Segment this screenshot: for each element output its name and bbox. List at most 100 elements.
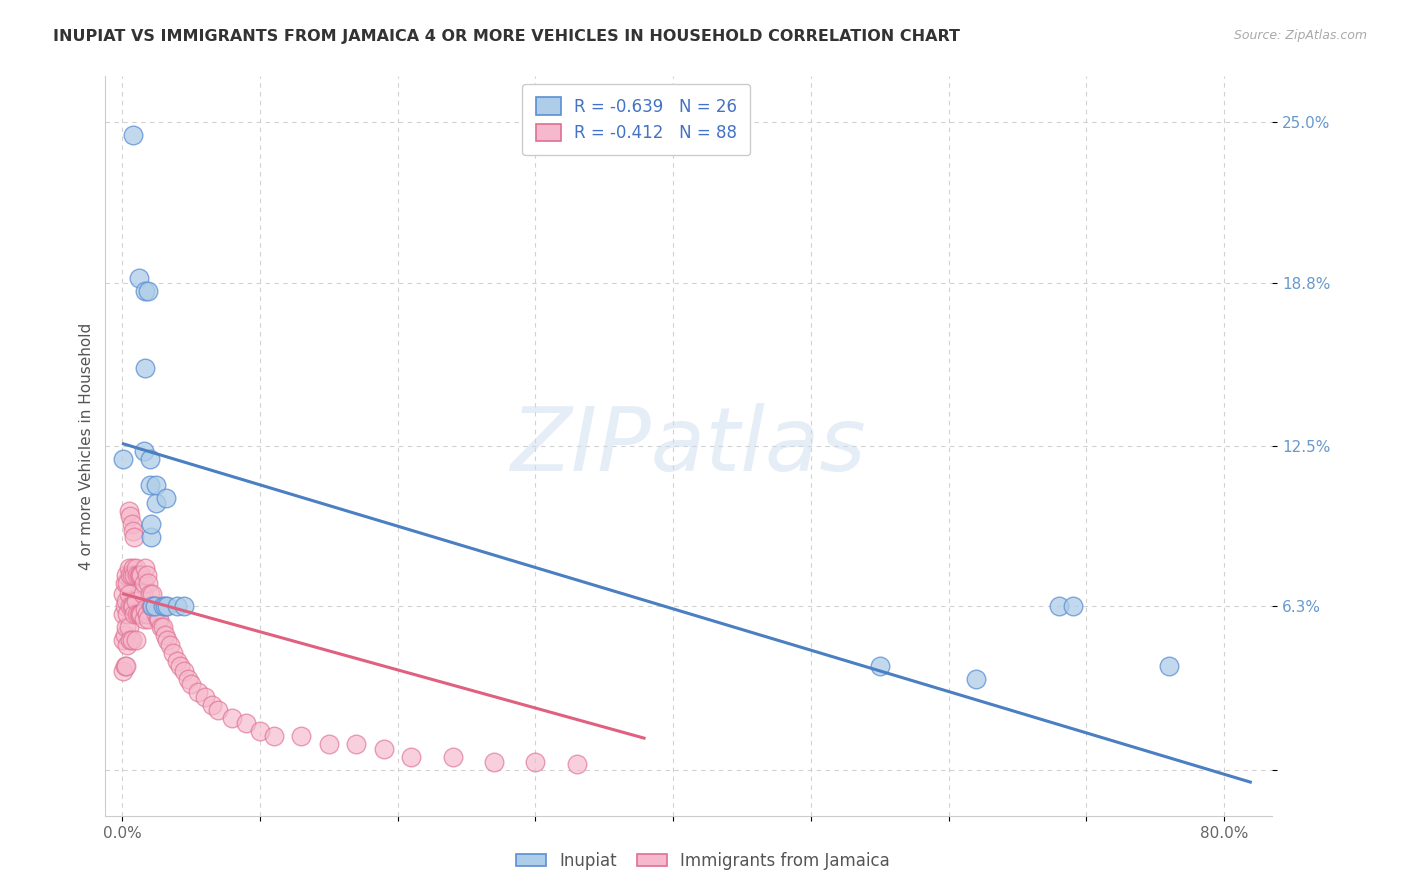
Point	[146, 612, 169, 626]
Point	[965, 672, 987, 686]
Point	[263, 729, 285, 743]
Point	[149, 620, 172, 634]
Point	[122, 560, 145, 574]
Point	[121, 516, 143, 531]
Point	[166, 599, 188, 614]
Point	[1062, 599, 1084, 614]
Point	[124, 607, 146, 622]
Point	[138, 478, 160, 492]
Point	[122, 128, 145, 143]
Point	[141, 586, 163, 600]
Point	[139, 516, 162, 531]
Point	[145, 478, 167, 492]
Point	[155, 491, 177, 505]
Point	[139, 530, 162, 544]
Text: Source: ZipAtlas.com: Source: ZipAtlas.com	[1233, 29, 1367, 42]
Point	[136, 284, 159, 298]
Point	[118, 504, 141, 518]
Point	[869, 659, 891, 673]
Point	[112, 452, 135, 467]
Point	[118, 586, 141, 600]
Point	[136, 612, 159, 626]
Point	[114, 576, 136, 591]
Point	[121, 633, 143, 648]
Point	[125, 633, 148, 648]
Point	[129, 568, 152, 582]
Point	[125, 560, 148, 574]
Point	[344, 737, 367, 751]
Point	[152, 620, 174, 634]
Point	[142, 599, 165, 614]
Point	[114, 628, 136, 642]
Point	[187, 685, 209, 699]
Point	[132, 444, 155, 458]
Point	[173, 599, 195, 614]
Point	[124, 568, 146, 582]
Point	[128, 607, 150, 622]
Point	[135, 568, 157, 582]
Point	[177, 672, 200, 686]
Point	[290, 729, 312, 743]
Text: INUPIAT VS IMMIGRANTS FROM JAMAICA 4 OR MORE VEHICLES IN HOUSEHOLD CORRELATION C: INUPIAT VS IMMIGRANTS FROM JAMAICA 4 OR …	[53, 29, 960, 44]
Point	[482, 755, 505, 769]
Point	[138, 586, 160, 600]
Point	[127, 607, 149, 622]
Point	[134, 560, 156, 574]
Point	[143, 599, 166, 614]
Point	[118, 560, 141, 574]
Point	[120, 633, 142, 648]
Point	[134, 284, 156, 298]
Point	[131, 586, 153, 600]
Point	[132, 612, 155, 626]
Point	[373, 742, 395, 756]
Point	[134, 361, 156, 376]
Point	[136, 576, 159, 591]
Point	[200, 698, 222, 712]
Point	[128, 607, 150, 622]
Point	[401, 749, 423, 764]
Point	[194, 690, 217, 705]
Point	[141, 599, 163, 614]
Point	[115, 620, 138, 634]
Point	[117, 607, 139, 622]
Point	[114, 659, 136, 673]
Point	[153, 599, 176, 614]
Point	[148, 612, 170, 626]
Legend: Inupiat, Immigrants from Jamaica: Inupiat, Immigrants from Jamaica	[509, 846, 897, 877]
Point	[159, 638, 181, 652]
Point	[129, 607, 152, 622]
Point	[156, 633, 179, 648]
Text: ZIPatlas: ZIPatlas	[512, 403, 866, 489]
Y-axis label: 4 or more Vehicles in Household: 4 or more Vehicles in Household	[79, 322, 94, 570]
Point	[132, 576, 155, 591]
Point	[156, 599, 179, 614]
Point	[121, 599, 143, 614]
Point	[120, 599, 142, 614]
Point	[135, 607, 157, 622]
Point	[128, 568, 150, 582]
Point	[145, 607, 167, 622]
Point	[138, 452, 160, 467]
Point	[249, 723, 271, 738]
Point	[117, 576, 139, 591]
Point	[153, 628, 176, 642]
Point	[139, 599, 162, 614]
Point	[524, 755, 547, 769]
Point	[112, 607, 135, 622]
Point	[115, 568, 138, 582]
Point	[128, 270, 150, 285]
Point	[127, 568, 149, 582]
Point	[173, 664, 195, 678]
Point	[318, 737, 340, 751]
Point	[162, 646, 184, 660]
Point	[112, 586, 135, 600]
Point	[152, 599, 174, 614]
Point	[134, 602, 156, 616]
Point	[128, 568, 150, 582]
Point	[124, 530, 146, 544]
Point	[112, 664, 135, 678]
Point	[565, 757, 588, 772]
Point	[122, 524, 145, 539]
Legend: R = -0.639   N = 26, R = -0.412   N = 88: R = -0.639 N = 26, R = -0.412 N = 88	[522, 84, 751, 155]
Point	[122, 599, 145, 614]
